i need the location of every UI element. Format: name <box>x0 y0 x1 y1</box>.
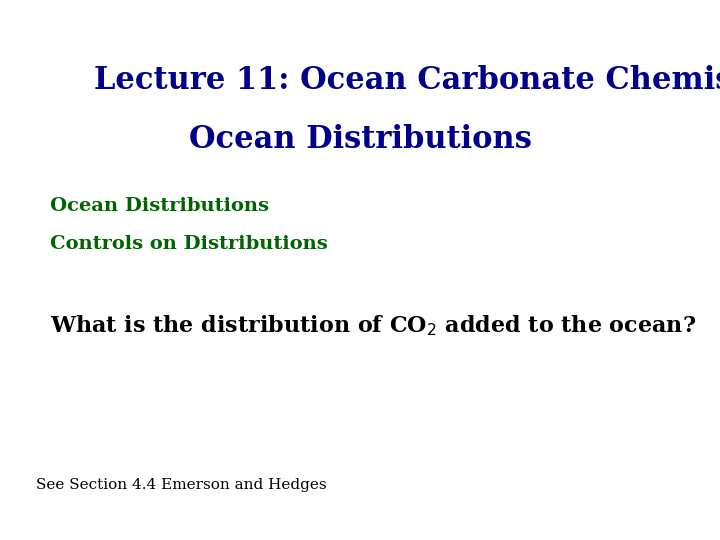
Text: Ocean Distributions: Ocean Distributions <box>189 124 531 155</box>
Text: Ocean Distributions: Ocean Distributions <box>50 197 269 215</box>
Text: Controls on Distributions: Controls on Distributions <box>50 235 328 253</box>
Text: See Section 4.4 Emerson and Hedges: See Section 4.4 Emerson and Hedges <box>36 478 327 492</box>
Text: What is the distribution of CO$_2$ added to the ocean?: What is the distribution of CO$_2$ added… <box>50 313 697 338</box>
Text: Lecture 11: Ocean Carbonate Chemistry:: Lecture 11: Ocean Carbonate Chemistry: <box>94 65 720 96</box>
